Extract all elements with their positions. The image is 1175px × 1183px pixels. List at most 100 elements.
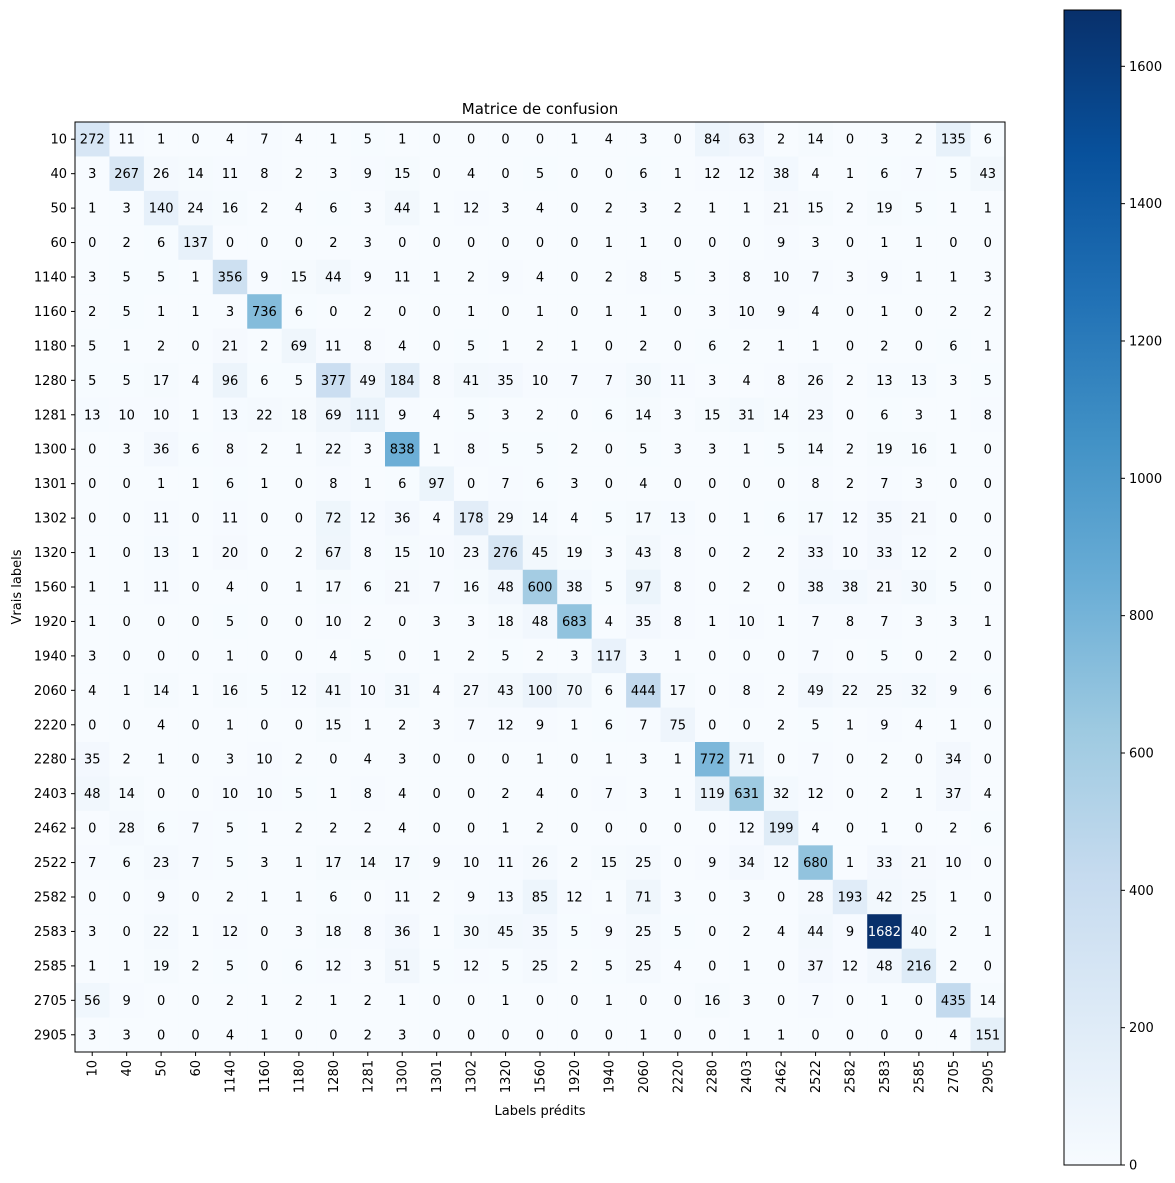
heatmap-cell [281, 535, 317, 571]
heatmap-cell [178, 810, 214, 846]
cell-value-label: 3 [364, 236, 372, 251]
heatmap-cell [143, 948, 179, 984]
cell-value-label: 5 [639, 443, 647, 458]
cell-value-label: 1 [949, 202, 957, 217]
heatmap-cell [867, 535, 903, 571]
heatmap-cell [109, 1017, 145, 1053]
heatmap-cell [557, 432, 593, 467]
heatmap-cell [212, 983, 248, 1018]
heatmap-cell [281, 432, 317, 467]
cell-value-label: 17 [635, 512, 652, 527]
heatmap-cell [695, 397, 730, 433]
cell-value-label: 0 [191, 994, 199, 1009]
heatmap-cell [75, 328, 110, 364]
heatmap-cell [936, 707, 971, 743]
heatmap-cell [385, 1017, 420, 1053]
heatmap-cell [178, 914, 214, 950]
cell-value-label: 1 [708, 202, 716, 217]
cell-value-label: 3 [88, 271, 96, 286]
heatmap-cell [660, 776, 696, 812]
cell-value-label: 1 [674, 167, 682, 182]
cell-value-label: 0 [398, 649, 406, 664]
heatmap-cell [109, 569, 145, 605]
cell-value-label: 8 [226, 443, 234, 458]
cell-value-label: 1 [191, 684, 199, 699]
cell-value-label: 0 [570, 787, 578, 802]
heatmap-cell [729, 156, 765, 192]
cell-value-label: 5 [123, 271, 131, 286]
cell-value-label: 1 [880, 305, 888, 320]
heatmap-cell [729, 673, 765, 708]
cell-value-label: 7 [433, 581, 441, 596]
heatmap-cell [763, 225, 799, 261]
cell-value-label: 0 [295, 477, 303, 492]
heatmap-cell [316, 225, 351, 261]
cell-value-label: 35 [532, 925, 549, 940]
cell-value-label: 2 [398, 718, 406, 733]
heatmap-cell [178, 569, 214, 605]
cell-value-label: 13 [911, 374, 928, 389]
heatmap-cell [626, 397, 661, 433]
cell-value-label: 10 [153, 408, 170, 423]
heatmap-cell [178, 259, 214, 295]
heatmap-cell [867, 845, 903, 881]
heatmap-cell [867, 810, 903, 846]
heatmap-cell [832, 776, 868, 812]
heatmap-cell [143, 810, 179, 846]
heatmap-cell [763, 432, 799, 467]
cell-value-label: 2 [536, 339, 544, 354]
cell-value-label: 0 [123, 925, 131, 940]
cell-value-label: 25 [876, 684, 893, 699]
heatmap-cell [281, 638, 317, 674]
cell-value-label: 4 [639, 477, 647, 492]
heatmap-cell [350, 535, 386, 571]
cell-value-label: 4 [398, 822, 406, 837]
cell-value-label: 0 [915, 339, 923, 354]
heatmap-cell [488, 879, 524, 915]
cell-value-label: 43 [497, 684, 514, 699]
heatmap-cell [488, 638, 524, 674]
heatmap-cell [901, 845, 937, 881]
cell-value-label: 4 [984, 787, 992, 802]
cell-value-label: 97 [428, 477, 445, 492]
heatmap-cell [488, 259, 524, 295]
cell-value-label: 0 [708, 649, 716, 664]
cell-value-label: 5 [605, 512, 613, 527]
cell-value-label: 1 [536, 305, 544, 320]
cell-value-label: 0 [260, 615, 268, 630]
cell-value-label: 2 [123, 236, 131, 251]
cell-value-label: 0 [984, 443, 992, 458]
heatmap-cell [660, 742, 696, 777]
cell-value-label: 0 [777, 891, 785, 906]
heatmap-cell [453, 879, 489, 915]
cell-value-label: 44 [807, 925, 824, 940]
cell-value-label: 199 [769, 822, 794, 837]
heatmap-cell [281, 225, 317, 261]
heatmap-cell [247, 294, 283, 330]
cell-value-label: 2 [536, 649, 544, 664]
cell-value-label: 0 [88, 512, 96, 527]
heatmap-cell [970, 122, 1006, 157]
chart-title: Matrice de confusion [462, 100, 619, 118]
heatmap-cell [316, 948, 351, 984]
heatmap-cell [522, 776, 558, 812]
cell-value-label: 2 [260, 202, 268, 217]
cell-value-label: 1 [949, 408, 957, 423]
heatmap-cell [936, 294, 971, 330]
cell-value-label: 69 [291, 339, 308, 354]
heatmap-cell [453, 328, 489, 364]
heatmap-cell [729, 948, 765, 984]
heatmap-cell [143, 742, 179, 777]
heatmap-cell [350, 397, 386, 433]
cell-value-label: 0 [674, 133, 682, 148]
x-tick-label: 2585 [912, 1060, 927, 1093]
cell-value-label: 5 [777, 443, 785, 458]
cell-value-label: 12 [325, 959, 342, 974]
heatmap-cell [660, 604, 696, 640]
heatmap-cell [970, 225, 1006, 261]
cell-value-label: 0 [123, 546, 131, 561]
cell-value-label: 4 [329, 649, 337, 664]
heatmap-cell [453, 845, 489, 881]
cell-value-label: 17 [670, 684, 687, 699]
cell-value-label: 21 [773, 202, 790, 217]
